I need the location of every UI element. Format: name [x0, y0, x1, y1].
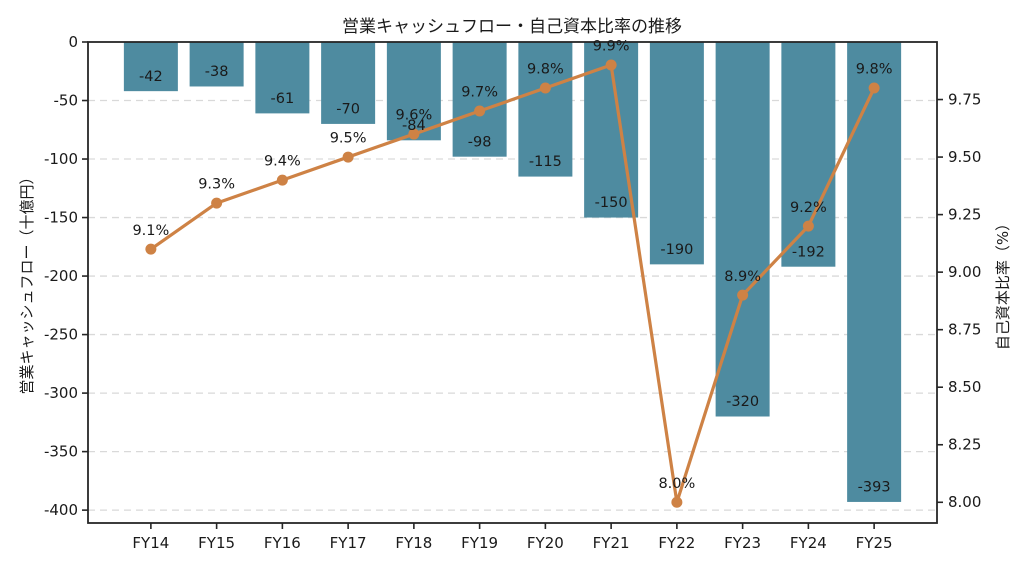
- bar-label-FY16: -61: [271, 91, 295, 107]
- bar-label-FY25: -393: [858, 480, 891, 496]
- line-label-FY20: 9.8%: [527, 62, 564, 78]
- x-tick-label-FY16: FY16: [264, 534, 301, 552]
- right-tick-label-8.25: 8.25: [948, 436, 981, 454]
- line-label-FY19: 9.7%: [461, 85, 498, 101]
- bar-label-FY19: -98: [468, 134, 492, 150]
- bar-FY24: [781, 42, 836, 267]
- line-label-FY15: 9.3%: [198, 177, 235, 193]
- x-tick-label-FY21: FY21: [593, 534, 630, 552]
- bar-label-FY17: -70: [336, 102, 360, 118]
- line-series: [145, 59, 880, 508]
- left-tick-label--100: -100: [44, 150, 78, 168]
- x-tick-label-FY14: FY14: [132, 534, 169, 552]
- bar-FY22: [649, 42, 704, 265]
- chart-title: 営業キャッシュフロー・自己資本比率の推移: [342, 17, 682, 37]
- marker-FY25: [868, 82, 880, 94]
- right-tick-label-9.25: 9.25: [948, 205, 981, 223]
- x-tick-label-FY25: FY25: [856, 534, 893, 552]
- x-tick-label-FY22: FY22: [658, 534, 695, 552]
- marker-FY18: [408, 128, 420, 140]
- x-tick-label-FY20: FY20: [527, 534, 564, 552]
- bar-label-FY18: -84: [402, 118, 426, 134]
- left-tick-label--350: -350: [44, 442, 78, 460]
- bar-label-FY21: -150: [595, 195, 628, 211]
- x-tick-label-FY15: FY15: [198, 534, 235, 552]
- left-tick-label--300: -300: [44, 384, 78, 402]
- bar-label-FY22: -190: [660, 242, 693, 258]
- line-label-FY16: 9.4%: [264, 154, 301, 170]
- left-axis-label: 営業キャッシュフロー（十億円）: [18, 169, 36, 394]
- left-tick-label--150: -150: [44, 208, 78, 226]
- right-tick-label-8.75: 8.75: [948, 320, 981, 338]
- line-label-FY23: 8.9%: [724, 269, 761, 285]
- equity-ratio-line: [149, 63, 876, 504]
- bar-FY15: [189, 42, 244, 87]
- bar-label-FY15: -38: [205, 64, 229, 80]
- line-label-FY17: 9.5%: [330, 131, 367, 147]
- marker-FY19: [474, 105, 486, 117]
- marker-FY22: [671, 496, 683, 508]
- bar-FY23: [715, 42, 770, 417]
- bar-label-FY24: -192: [792, 244, 825, 260]
- right-tick-label-9.75: 9.75: [948, 90, 981, 108]
- bar-FY18: [386, 42, 441, 141]
- marker-FY20: [539, 82, 551, 94]
- bar-FY14: [123, 42, 178, 92]
- bar-series: [123, 42, 902, 502]
- left-tick-label--400: -400: [44, 501, 78, 519]
- line-label-FY25: 9.8%: [856, 62, 893, 78]
- marker-FY21: [605, 59, 617, 71]
- right-tick-label-8: 8.00: [948, 493, 981, 511]
- marker-FY23: [737, 289, 749, 301]
- line-label-FY22: 8.0%: [658, 476, 695, 492]
- bar-FY17: [321, 42, 376, 124]
- right-tick-label-9: 9.00: [948, 263, 981, 281]
- bar-FY16: [255, 42, 310, 114]
- line-label-FY14: 9.1%: [132, 223, 169, 239]
- bar-label-FY23: -320: [726, 394, 759, 410]
- line-label-FY18: 9.6%: [395, 108, 432, 124]
- marker-FY16: [276, 174, 288, 186]
- left-tick-label--50: -50: [54, 91, 79, 109]
- x-tick-label-FY18: FY18: [395, 534, 432, 552]
- bar-FY25: [847, 42, 902, 502]
- x-tick-label-FY17: FY17: [330, 534, 367, 552]
- axes-frame: [87, 41, 938, 524]
- marker-FY15: [211, 197, 223, 209]
- axis-ticks: 0 -50 -100 -150 -200 -250 -300 -350 -400 8.00 8.25…: [44, 33, 981, 552]
- right-tick-label-8.5: 8.50: [948, 378, 981, 396]
- left-tick-label--200: -200: [44, 267, 78, 285]
- right-tick-label-9.5: 9.50: [948, 148, 981, 166]
- x-tick-label-FY19: FY19: [461, 534, 498, 552]
- marker-FY24: [802, 220, 814, 232]
- bar-FY20: [518, 42, 573, 177]
- plot-border: [87, 41, 938, 524]
- line-label-FY24: 9.2%: [790, 200, 827, 216]
- x-tick-label-FY24: FY24: [790, 534, 827, 552]
- right-axis-label: 自己資本比率（%）: [994, 216, 1012, 350]
- bar-label-FY14: -42: [139, 69, 163, 85]
- marker-FY17: [342, 151, 354, 163]
- x-tick-label-FY23: FY23: [724, 534, 761, 552]
- bar-FY19: [452, 42, 507, 157]
- data-labels: -42 -38 -61 -70 -84 -98 -115 -150 -190 -320 -192 -3…: [132, 39, 892, 496]
- line-label-FY21: 9.9%: [593, 39, 630, 55]
- bar-label-FY20: -115: [529, 154, 562, 170]
- left-tick-label--250: -250: [44, 325, 78, 343]
- left-tick-label-0: 0: [68, 33, 78, 51]
- marker-FY14: [145, 243, 157, 255]
